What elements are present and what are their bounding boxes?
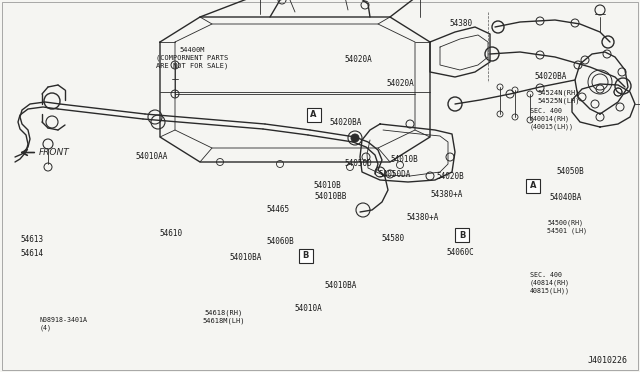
Text: 54020A: 54020A bbox=[345, 55, 372, 64]
Text: A: A bbox=[530, 182, 536, 190]
FancyBboxPatch shape bbox=[526, 179, 540, 193]
Text: 54010BA: 54010BA bbox=[230, 253, 262, 262]
Text: B: B bbox=[303, 251, 309, 260]
Text: 54010B: 54010B bbox=[314, 182, 342, 190]
Text: 54380: 54380 bbox=[449, 19, 472, 28]
Text: 54010B: 54010B bbox=[390, 155, 418, 164]
Text: 54010AA: 54010AA bbox=[136, 153, 168, 161]
Text: A: A bbox=[310, 110, 317, 119]
Text: 54618(RH)
54618M(LH): 54618(RH) 54618M(LH) bbox=[203, 310, 245, 324]
Text: 54465: 54465 bbox=[267, 205, 290, 214]
Text: SEC. 400
(40814(RH)
40815(LH)): SEC. 400 (40814(RH) 40815(LH)) bbox=[530, 272, 570, 295]
Text: 54020BA: 54020BA bbox=[330, 118, 362, 127]
Text: J4010226: J4010226 bbox=[588, 356, 627, 365]
Text: 54050D: 54050D bbox=[344, 159, 372, 168]
Circle shape bbox=[351, 134, 359, 142]
Text: 54060C: 54060C bbox=[447, 248, 475, 257]
Text: 54050DA: 54050DA bbox=[379, 170, 412, 179]
Text: 54020B: 54020B bbox=[436, 172, 464, 181]
Text: 54020BA: 54020BA bbox=[534, 72, 567, 81]
Text: 54380+A: 54380+A bbox=[406, 213, 439, 222]
Text: 54613: 54613 bbox=[20, 235, 44, 244]
Text: 54060B: 54060B bbox=[266, 237, 294, 246]
Text: SEC. 400
(40014(RH)
(40015(LH)): SEC. 400 (40014(RH) (40015(LH)) bbox=[530, 108, 574, 130]
Text: 54400M
(COMPORNENT PARTS
ARE NOT FOR SALE): 54400M (COMPORNENT PARTS ARE NOT FOR SAL… bbox=[156, 46, 228, 69]
Text: 54580: 54580 bbox=[381, 234, 404, 243]
Text: 54050B: 54050B bbox=[557, 167, 584, 176]
Text: 54500(RH)
54501 (LH): 54500(RH) 54501 (LH) bbox=[547, 220, 588, 234]
FancyBboxPatch shape bbox=[299, 248, 313, 263]
Text: 54614: 54614 bbox=[20, 249, 44, 258]
FancyBboxPatch shape bbox=[307, 108, 321, 122]
Text: N08918-3401A
(4): N08918-3401A (4) bbox=[40, 317, 88, 331]
Text: 54524N(RH)
54525N(LH): 54524N(RH) 54525N(LH) bbox=[538, 90, 580, 104]
Text: 54380+A: 54380+A bbox=[431, 190, 463, 199]
Text: 54010BB: 54010BB bbox=[314, 192, 346, 201]
Text: B: B bbox=[459, 231, 465, 240]
Text: 54040BA: 54040BA bbox=[549, 193, 582, 202]
Text: 54020A: 54020A bbox=[387, 79, 415, 88]
Text: 54010BA: 54010BA bbox=[324, 281, 356, 290]
Text: 54010A: 54010A bbox=[294, 304, 323, 313]
FancyBboxPatch shape bbox=[455, 228, 469, 242]
Text: 54610: 54610 bbox=[160, 229, 183, 238]
Text: FRONT: FRONT bbox=[39, 148, 70, 157]
